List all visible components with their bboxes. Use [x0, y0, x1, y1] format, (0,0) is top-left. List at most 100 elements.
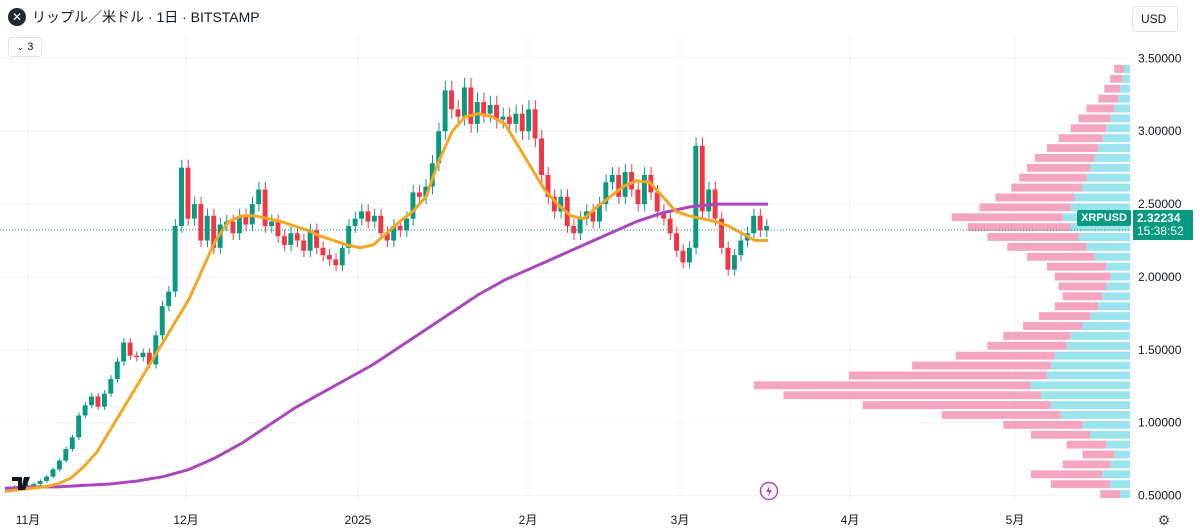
- tradingview-logo-icon[interactable]: [12, 477, 30, 490]
- candle-body: [764, 225, 769, 231]
- volume-profile-bar-up: [1050, 401, 1130, 410]
- volume-profile-bar-up: [1118, 94, 1130, 103]
- indicator-toggle-button[interactable]: ⌄ 3: [8, 37, 42, 57]
- volume-profile-bar-up: [1050, 361, 1130, 370]
- volume-profile-bar-up: [1086, 173, 1130, 182]
- symbol-header[interactable]: ✕ リップル／米ドル · 1日 · BITSTAMP: [8, 6, 260, 28]
- candle-body: [667, 218, 673, 234]
- volume-profile-bar-up: [1098, 302, 1130, 311]
- candle-body: [294, 233, 300, 241]
- candle-body: [609, 174, 615, 183]
- candle-body: [731, 255, 737, 270]
- candle-body: [699, 145, 705, 212]
- candle-body: [314, 230, 319, 248]
- candle-body: [101, 393, 107, 407]
- candle-body: [256, 189, 262, 205]
- candle-body: [436, 131, 442, 164]
- candle-body: [211, 215, 217, 248]
- lightning-icon[interactable]: [759, 481, 779, 501]
- candle-body: [185, 167, 191, 219]
- chevron-down-icon: ⌄: [16, 41, 25, 52]
- candle-body: [751, 215, 757, 234]
- volume-profile-bar-up: [1074, 193, 1130, 202]
- candle-body: [249, 204, 255, 225]
- volume-profile-bar-down: [783, 391, 1041, 400]
- volume-profile-bar-up: [1070, 223, 1130, 232]
- volume-profile-bar-down: [1007, 242, 1087, 251]
- y-tick-label: 1.00000: [1138, 416, 1182, 430]
- candle-body: [307, 230, 313, 251]
- candle-body: [378, 215, 384, 234]
- volume-profile-bar-down: [1050, 480, 1111, 489]
- candle-body: [281, 236, 287, 245]
- volume-profile-bar-down: [1038, 312, 1091, 321]
- volume-profile-bar-down: [1098, 94, 1119, 103]
- candle-body: [551, 196, 557, 212]
- currency-select[interactable]: USD: [1132, 6, 1178, 32]
- volume-profile-bar-up: [1102, 134, 1130, 143]
- volume-profile-bar-down: [951, 213, 1063, 222]
- volume-profile-bar-up: [1094, 153, 1130, 162]
- candle-body: [532, 109, 538, 139]
- candle-body: [641, 174, 647, 205]
- volume-profile-bar-up: [1066, 341, 1130, 350]
- candle-body: [686, 247, 692, 263]
- volume-profile-bar-up: [1102, 292, 1130, 301]
- volume-profile-bar-up: [1106, 262, 1130, 271]
- candle-body: [166, 291, 172, 307]
- volume-profile-bar-down: [1070, 124, 1107, 133]
- volume-profile-bar-up: [1110, 480, 1130, 489]
- candle-body: [635, 189, 641, 205]
- candle-body: [37, 481, 43, 484]
- y-tick-label: 2.50000: [1138, 197, 1182, 211]
- volume-profile-bar-up: [1090, 312, 1130, 321]
- candle-body: [461, 87, 467, 117]
- candle-body: [757, 215, 763, 231]
- volume-profile-bar-up: [1106, 282, 1130, 291]
- volume-profile-bar-down: [1054, 302, 1099, 311]
- candle-body: [44, 476, 49, 482]
- volume-profile-bar-up: [1114, 104, 1130, 113]
- x-tick-label: 12月: [173, 513, 198, 527]
- volume-profile-bar-up: [1031, 381, 1130, 390]
- candle-body: [577, 218, 583, 234]
- volume-profile-bar-down: [967, 223, 1071, 232]
- candle-body: [288, 233, 294, 245]
- volume-profile-bar-up: [1082, 183, 1130, 192]
- candle-body: [198, 204, 204, 241]
- volume-profile-bar-up: [1082, 420, 1130, 429]
- symbol-price-tag: XRPUSD: [1077, 210, 1131, 226]
- volume-profile-bar-up: [1046, 371, 1130, 380]
- candle-body: [539, 138, 544, 175]
- volume-profile-bar-up: [1120, 84, 1130, 93]
- volume-profile-bar-up: [1098, 144, 1130, 152]
- last-price-label: 2.32234 15:38:52: [1133, 210, 1193, 240]
- x-tick-label: 2月: [519, 513, 538, 527]
- volume-profile-bar-up: [1120, 490, 1130, 498]
- volume-profile-bar-up: [1110, 460, 1130, 469]
- volume-profile-bar-down: [1031, 470, 1103, 479]
- volume-profile-bar-up: [1106, 440, 1130, 449]
- y-tick-label: 2.00000: [1138, 270, 1182, 284]
- candle-body: [243, 215, 249, 225]
- volume-profile-bar-down: [1058, 282, 1107, 291]
- symbol-title: リップル／米ドル · 1日 · BITSTAMP: [32, 9, 260, 25]
- gear-icon[interactable]: ⚙: [1157, 511, 1171, 528]
- candle-body: [172, 225, 178, 292]
- candle-body: [153, 335, 159, 365]
- volume-profile-bar-up: [1086, 242, 1130, 251]
- candle-body: [410, 192, 416, 219]
- candle-body: [365, 211, 371, 222]
- y-tick-label: 3.00000: [1138, 124, 1182, 138]
- ma-fast-line: [4, 112, 768, 493]
- volume-profile-bar-down: [1046, 262, 1107, 271]
- volume-profile-bar-up: [1114, 450, 1130, 459]
- candle-body: [558, 196, 564, 212]
- candle-body: [69, 437, 75, 449]
- candle-body: [545, 174, 551, 197]
- volume-profile-bar-down: [1104, 84, 1121, 93]
- volume-profile-bar-down: [1100, 490, 1121, 498]
- volume-profile-bar-up: [1124, 65, 1130, 73]
